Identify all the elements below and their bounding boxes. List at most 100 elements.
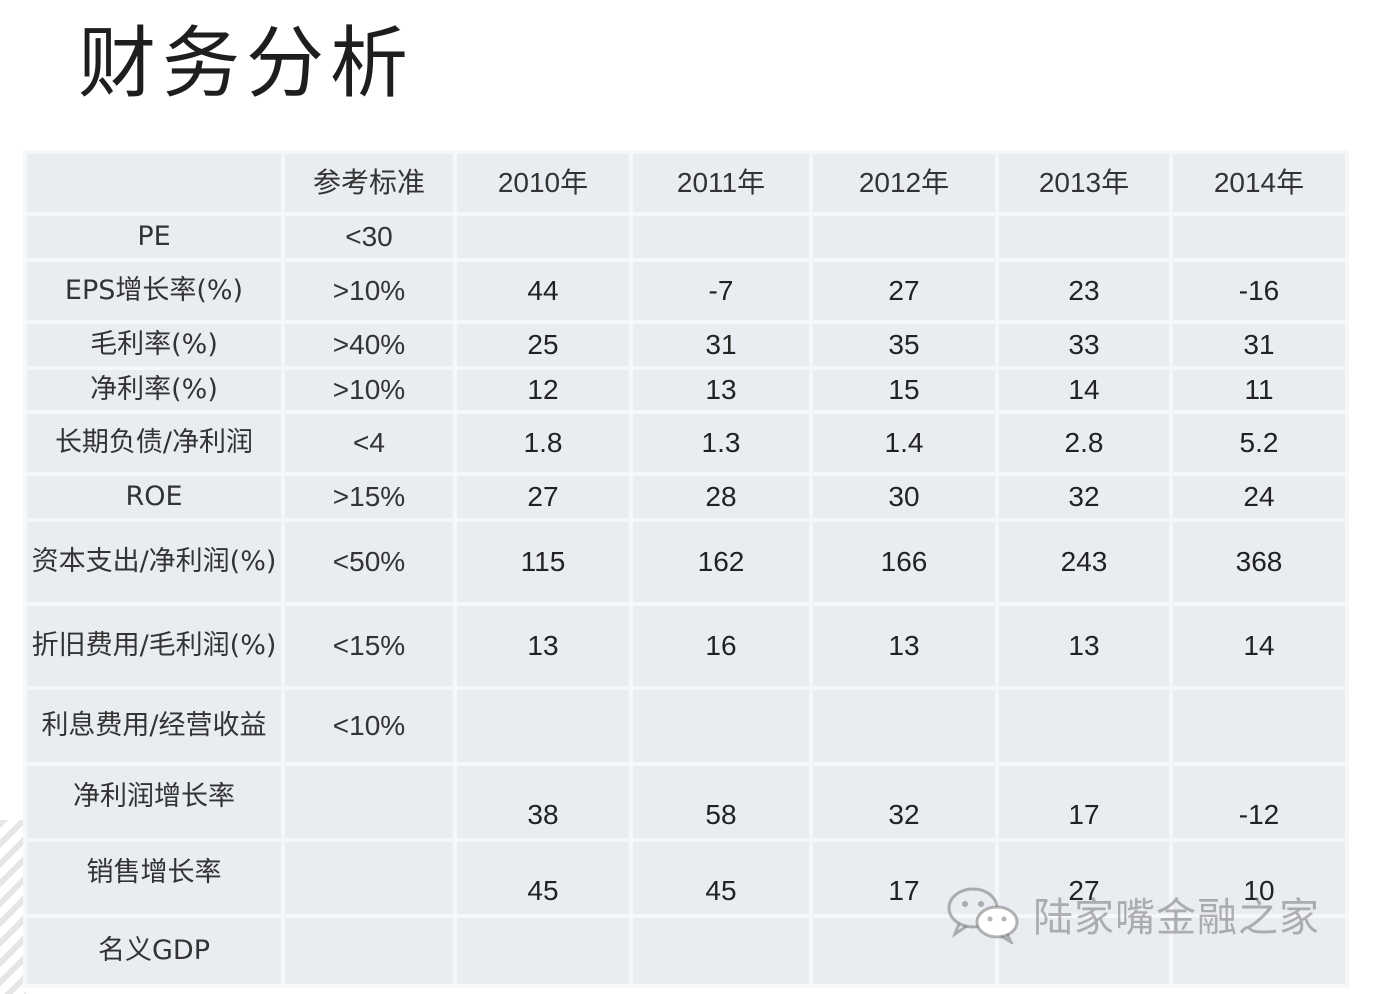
watermark-text: 陆家嘴金融之家: [1033, 895, 1320, 941]
row-reference: <30: [281, 212, 457, 262]
value-cell: 15: [809, 366, 999, 414]
value-cell: 13: [453, 602, 633, 690]
value-cell: 28: [629, 472, 813, 522]
value-cell: 14: [1169, 602, 1349, 690]
value-cell: [809, 212, 999, 262]
value-cell: 13: [629, 366, 813, 414]
row-label: PE: [23, 212, 285, 262]
table-header-row: 参考标准 2010年 2011年 2012年 2013年 2014年: [23, 150, 1349, 216]
row-reference: >10%: [281, 258, 457, 324]
table-row: PE <30: [23, 212, 1349, 262]
row-reference: >40%: [281, 320, 457, 370]
value-cell: 13: [995, 602, 1173, 690]
value-cell: [1169, 212, 1349, 262]
row-label: 净利润增长率: [23, 762, 285, 842]
row-label: ROE: [23, 472, 285, 522]
header-cell-2014: 2014年: [1169, 150, 1349, 216]
table-row: EPS增长率(%) >10% 44 -7 27 23 -16: [23, 258, 1349, 324]
value-cell: 24: [1169, 472, 1349, 522]
value-cell: 11: [1169, 366, 1349, 414]
header-cell-empty: [23, 150, 285, 216]
value-cell: 45: [629, 838, 813, 918]
row-reference: >15%: [281, 472, 457, 522]
table-row: 名义GDP: [23, 914, 1349, 988]
header-cell-2010: 2010年: [453, 150, 633, 216]
value-cell: 5.2: [1169, 410, 1349, 476]
header-cell-2013: 2013年: [995, 150, 1173, 216]
value-cell: 35: [809, 320, 999, 370]
table-row: 净利率(%) >10% 12 13 15 14 11: [23, 366, 1349, 414]
value-cell: [453, 686, 633, 766]
table-row: 毛利率(%) >40% 25 31 35 33 31: [23, 320, 1349, 370]
value-cell: 14: [995, 366, 1173, 414]
value-cell: 1.3: [629, 410, 813, 476]
value-cell: 31: [629, 320, 813, 370]
table-row: 利息费用/经营收益 <10%: [23, 686, 1349, 766]
row-label: 利息费用/经营收益: [23, 686, 285, 766]
value-cell: 45: [453, 838, 633, 918]
row-label: EPS增长率(%): [23, 258, 285, 324]
row-label: 资本支出/净利润(%): [23, 518, 285, 606]
value-cell: 32: [995, 472, 1173, 522]
table-row: 长期负债/净利润 <4 1.8 1.3 1.4 2.8 5.2: [23, 410, 1349, 476]
value-cell: 33: [995, 320, 1173, 370]
table-row: 资本支出/净利润(%) <50% 115 162 166 243 368: [23, 518, 1349, 606]
value-cell: 27: [453, 472, 633, 522]
value-cell: 115: [453, 518, 633, 606]
value-cell: [453, 212, 633, 262]
row-label: 名义GDP: [23, 914, 285, 988]
value-cell: [1169, 914, 1349, 988]
value-cell: 1.4: [809, 410, 999, 476]
value-cell: 31: [1169, 320, 1349, 370]
value-cell: 27: [995, 838, 1173, 918]
value-cell: [629, 212, 813, 262]
row-label: 毛利率(%): [23, 320, 285, 370]
decorative-stripes: [0, 820, 26, 994]
header-cell-2012: 2012年: [809, 150, 999, 216]
wechat-icon: [947, 887, 1019, 944]
value-cell: 10: [1169, 838, 1349, 918]
value-cell: [809, 914, 999, 988]
header-cell-2011: 2011年: [629, 150, 813, 216]
value-cell: 2.8: [995, 410, 1173, 476]
value-cell: 23: [995, 258, 1173, 324]
value-cell: -16: [1169, 258, 1349, 324]
row-reference: <10%: [281, 686, 457, 766]
value-cell: 58: [629, 762, 813, 842]
value-cell: [995, 212, 1173, 262]
row-label: 销售增长率: [23, 838, 285, 918]
row-label: 长期负债/净利润: [23, 410, 285, 476]
value-cell: 243: [995, 518, 1173, 606]
row-reference: >10%: [281, 366, 457, 414]
header-cell-reference: 参考标准: [281, 150, 457, 216]
value-cell: 166: [809, 518, 999, 606]
value-cell: [453, 914, 633, 988]
value-cell: -12: [1169, 762, 1349, 842]
value-cell: 17: [995, 762, 1173, 842]
value-cell: [629, 914, 813, 988]
value-cell: 44: [453, 258, 633, 324]
financial-analysis-table: 参考标准 2010年 2011年 2012年 2013年 2014年 PE <3…: [23, 150, 1349, 988]
value-cell: 32: [809, 762, 999, 842]
table-row: ROE >15% 27 28 30 32 24: [23, 472, 1349, 522]
value-cell: [1169, 686, 1349, 766]
table-row: 销售增长率 45 45 17 27 10: [23, 838, 1349, 918]
value-cell: [629, 686, 813, 766]
value-cell: 13: [809, 602, 999, 690]
row-reference: <50%: [281, 518, 457, 606]
watermark: 陆家嘴金融之家: [945, 878, 1320, 950]
value-cell: 38: [453, 762, 633, 842]
value-cell: 12: [453, 366, 633, 414]
value-cell: -7: [629, 258, 813, 324]
row-label: 折旧费用/毛利润(%): [23, 602, 285, 690]
row-reference: <4: [281, 410, 457, 476]
page-title: 财务分析: [78, 19, 415, 109]
value-cell: 17: [809, 838, 999, 918]
value-cell: 16: [629, 602, 813, 690]
table-row: 折旧费用/毛利润(%) <15% 13 16 13 13 14: [23, 602, 1349, 690]
row-reference: <15%: [281, 602, 457, 690]
value-cell: 27: [809, 258, 999, 324]
row-label: 净利率(%): [23, 366, 285, 414]
value-cell: 368: [1169, 518, 1349, 606]
value-cell: [995, 914, 1173, 988]
